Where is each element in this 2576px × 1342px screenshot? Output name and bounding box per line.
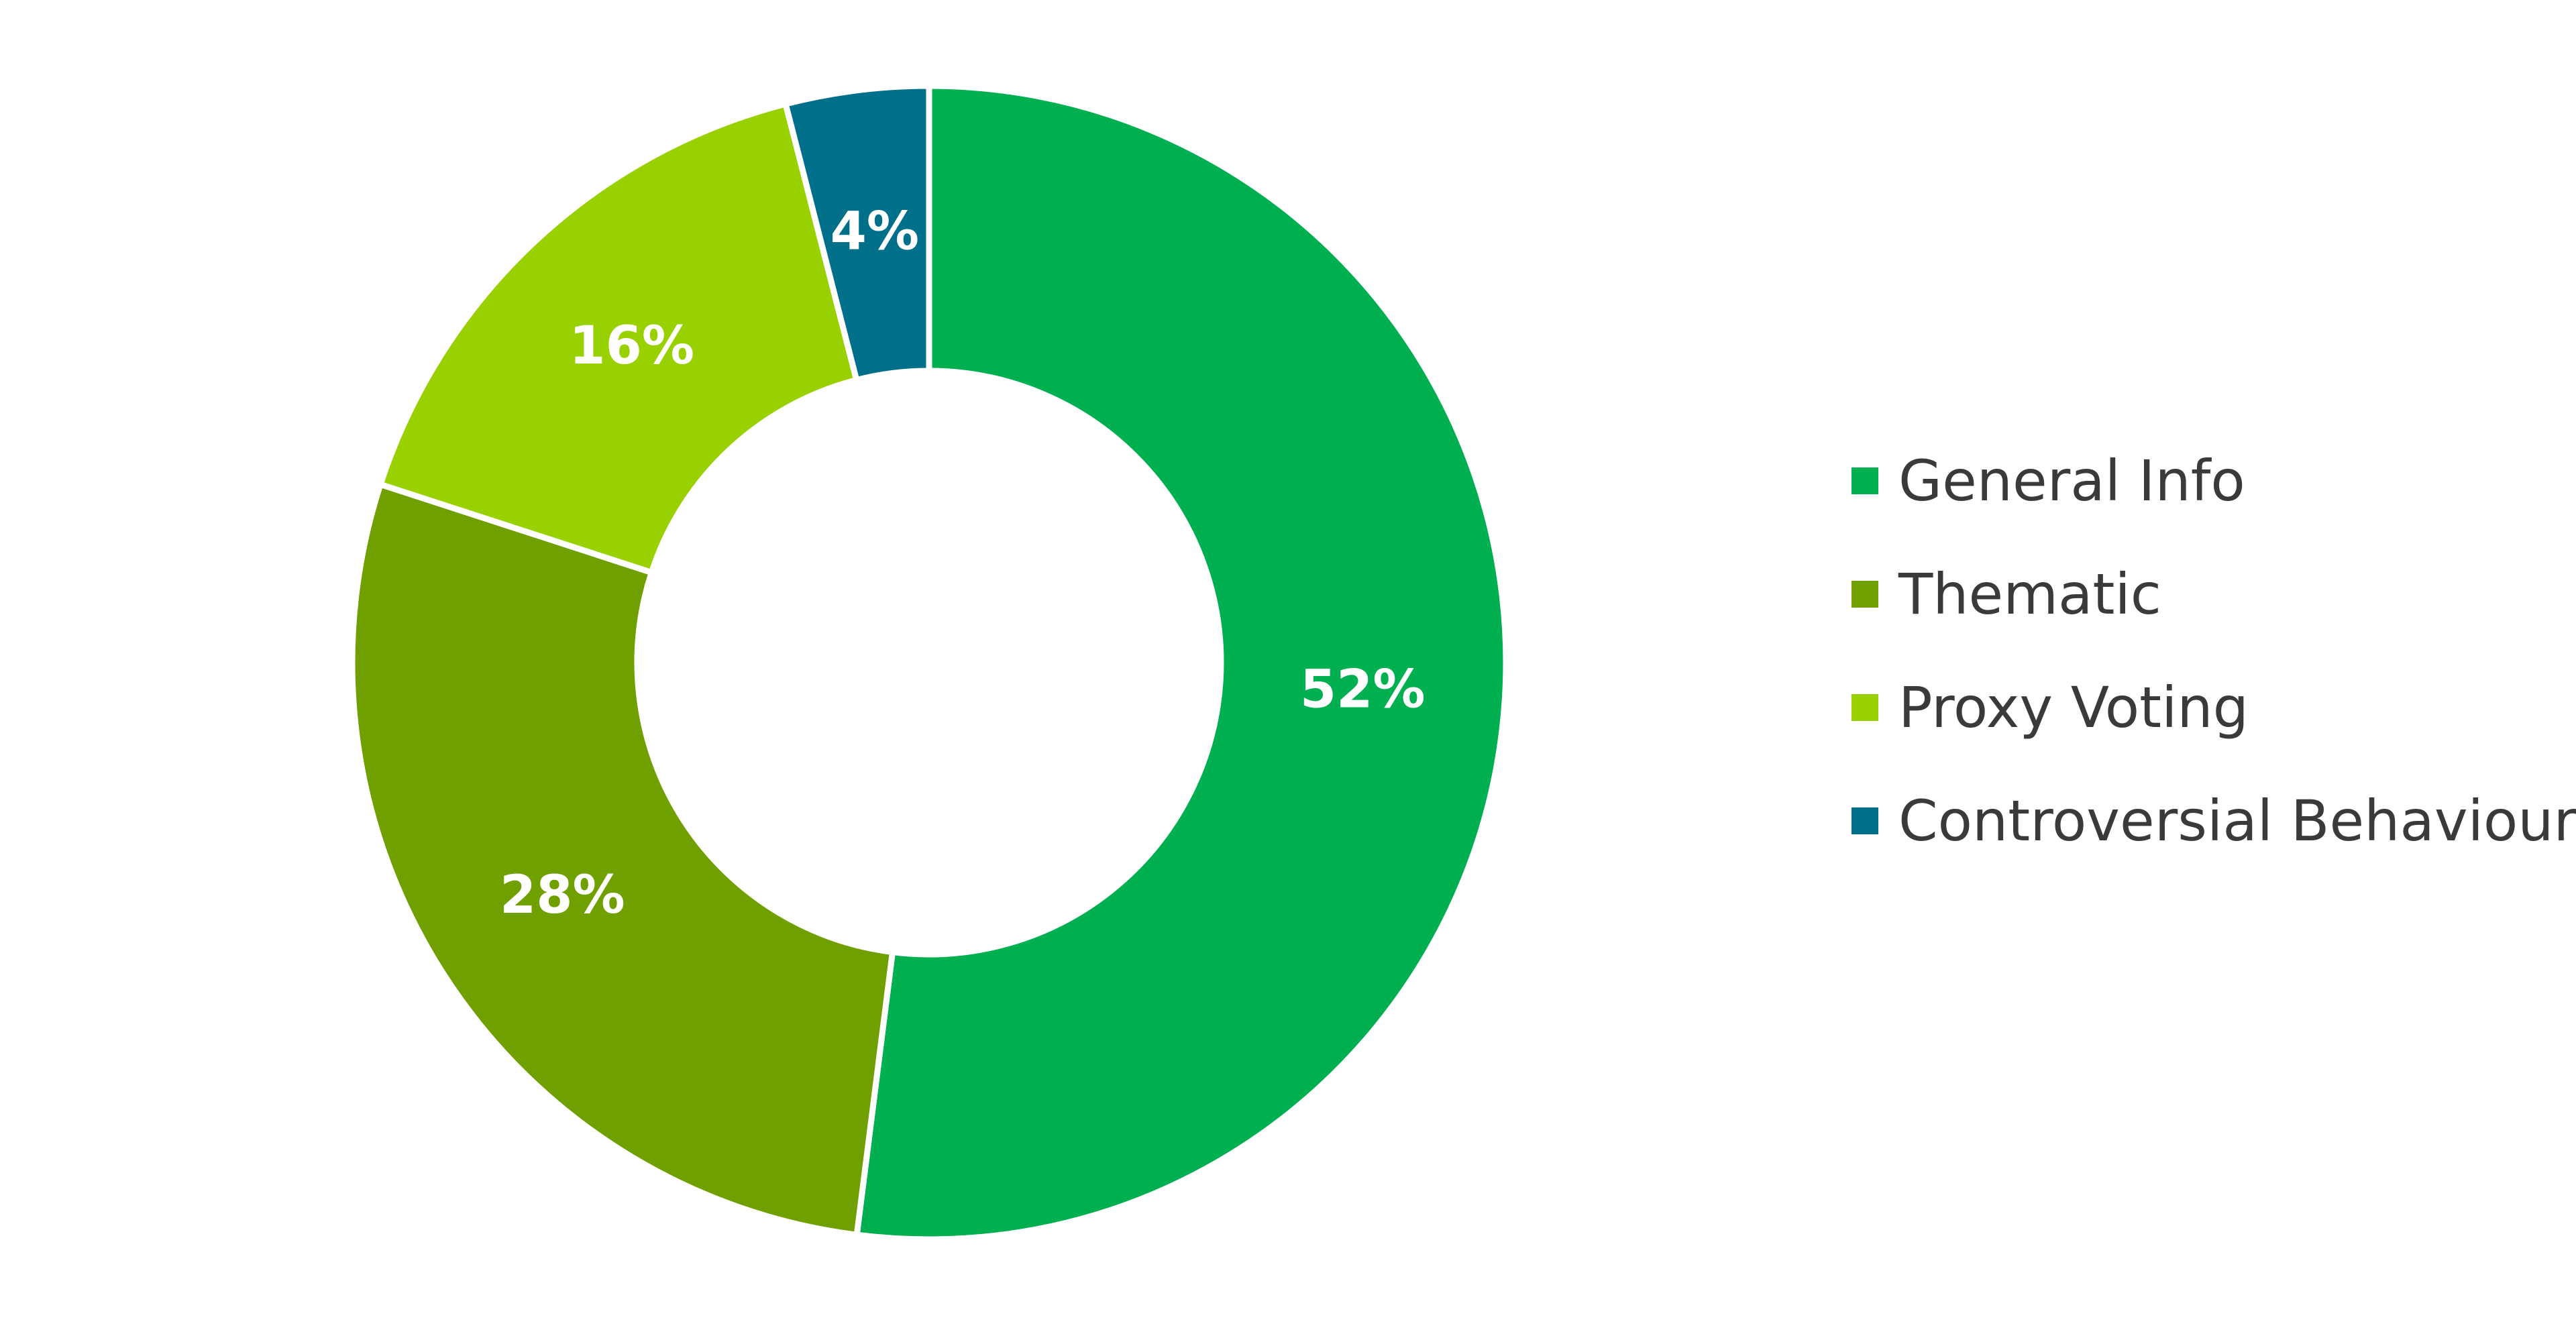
slice-thematic — [349, 481, 896, 1238]
slice-label-thematic: 28% — [500, 865, 625, 926]
legend-label-proxy-voting: Proxy Voting — [1898, 675, 2249, 740]
legend-swatch-proxy-voting — [1851, 694, 1878, 721]
slice-label-general-info: 52% — [1300, 660, 1426, 720]
legend-swatch-general-info — [1851, 467, 1878, 494]
donut-slice-labels: 52% 28% 16% 4% — [500, 202, 1426, 926]
legend-swatch-thematic — [1851, 581, 1878, 608]
slice-controversial-behaviour — [782, 82, 932, 384]
donut-slices — [349, 82, 1509, 1243]
legend-swatch-controversial-behaviour — [1851, 807, 1878, 834]
legend-label-general-info: General Info — [1898, 448, 2245, 514]
slice-label-proxy-voting: 16% — [569, 316, 694, 376]
slice-proxy-voting — [377, 101, 860, 576]
legend-label-controversial-behaviour: Controversial Behaviour — [1898, 788, 2576, 854]
slice-label-controversial-behaviour: 4% — [830, 202, 919, 262]
chart-legend: General Info Thematic Proxy Voting Controve… — [1851, 448, 2576, 854]
slice-general-info — [853, 82, 1509, 1243]
legend-label-thematic: Thematic — [1898, 561, 2161, 627]
